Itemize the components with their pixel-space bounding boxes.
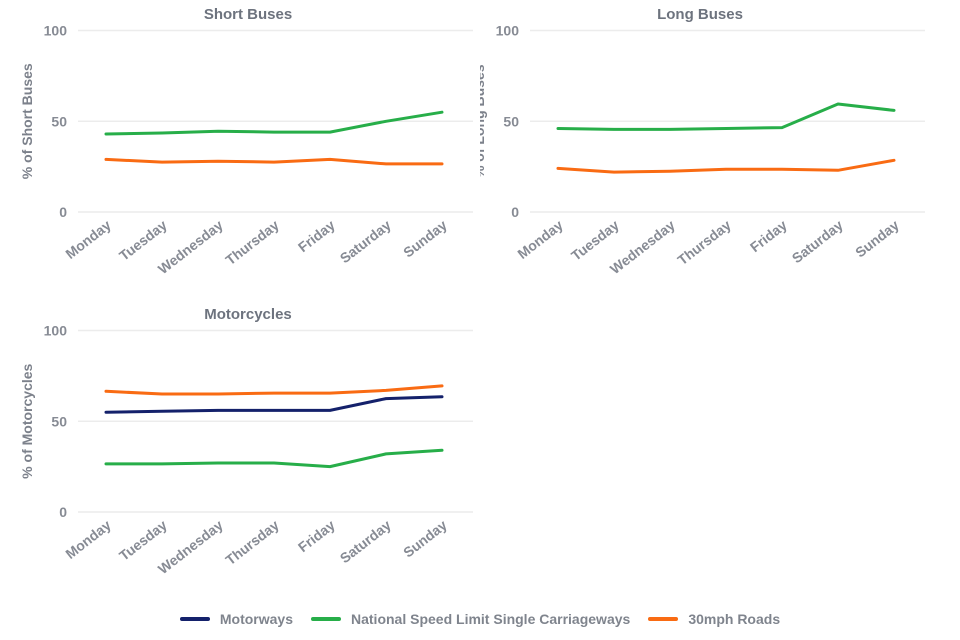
series-line-nsl_single_carriageways	[104, 448, 444, 469]
nsl-single-carriageways-line-swatch	[311, 617, 341, 621]
y-axis-label: % of Short Buses	[19, 63, 35, 179]
30mph-roads-line-swatch	[648, 617, 679, 621]
x-tick-label: Tuesday	[568, 217, 622, 264]
chart-title: Motorcycles	[204, 306, 292, 323]
legend-item-nsl-single-carriageways: National Speed Limit Single Carriageways	[311, 611, 630, 627]
y-tick-label: 50	[503, 113, 519, 129]
y-tick-label: 0	[511, 204, 519, 220]
x-tick-label: Saturday	[789, 217, 846, 267]
chart-long-buses: 0 50 100 Long Buses % of Long Buses MondayTue…	[480, 6, 925, 277]
x-tick-label: Monday	[514, 217, 566, 262]
x-tick-label: Sunday	[400, 517, 450, 561]
x-tick-label: Saturday	[337, 517, 394, 567]
chart-title: Long Buses	[657, 6, 743, 23]
x-tick-label: Monday	[62, 517, 114, 562]
y-tick-label: 0	[59, 204, 67, 220]
x-tick-label: Sunday	[852, 217, 902, 261]
y-tick-label: 100	[44, 23, 68, 39]
x-tick-label: Saturday	[337, 217, 394, 267]
legend-label: National Speed Limit Single Carriageways	[351, 611, 631, 627]
series-line-nsl_single_carriageways	[556, 102, 896, 131]
x-tick-label: Thursday	[222, 517, 282, 569]
chart-title: Short Buses	[204, 6, 292, 23]
series-line-thirty_mph_roads	[104, 157, 444, 166]
x-tick-label: Monday	[62, 217, 114, 262]
y-tick-label: 50	[51, 113, 67, 129]
legend-item-motorways: Motorways	[179, 611, 293, 627]
y-tick-label: 100	[44, 323, 68, 339]
x-tick-label: Friday	[295, 217, 338, 256]
series-line-motorways	[104, 395, 444, 414]
legend-label: Motorways	[219, 611, 293, 627]
x-tick-label: Tuesday	[116, 217, 170, 264]
y-tick-label: 0	[59, 504, 67, 520]
y-tick-label: 50	[51, 413, 67, 429]
legend-label: 30mph Roads	[688, 611, 781, 627]
x-tick-label: Thursday	[674, 217, 734, 269]
legend-item-30mph-roads: 30mph Roads	[648, 611, 780, 627]
y-axis-label: % of Long Buses	[480, 64, 487, 178]
x-tick-label: Thursday	[222, 217, 282, 269]
series-line-thirty_mph_roads	[556, 158, 896, 174]
x-tick-label: Friday	[747, 217, 790, 256]
legend: Motorways National Speed Limit Single Ca…	[0, 602, 960, 636]
x-tick-label: Sunday	[400, 217, 450, 261]
y-axis-label: % of Motorcycles	[19, 363, 35, 478]
x-tick-label: Friday	[295, 517, 338, 556]
motorways-line-swatch	[179, 617, 210, 621]
series-line-nsl_single_carriageways	[104, 110, 444, 136]
x-tick-label: Tuesday	[116, 517, 170, 564]
y-tick-label: 100	[496, 23, 520, 39]
series-line-thirty_mph_roads	[104, 384, 444, 396]
